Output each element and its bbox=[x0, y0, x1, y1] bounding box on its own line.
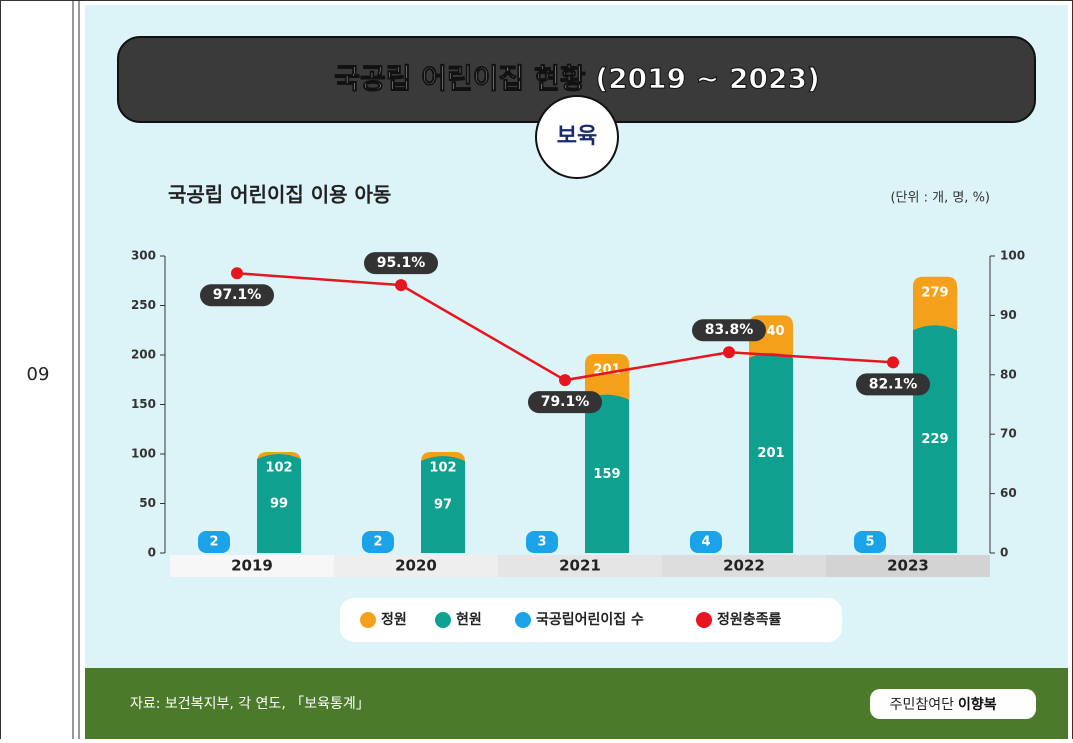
x-tick-label: 2019 bbox=[231, 557, 273, 575]
category-strip bbox=[170, 555, 334, 577]
count-badge bbox=[690, 531, 722, 553]
legend-label: 정원 bbox=[381, 611, 407, 628]
y-tick-label: 50 bbox=[139, 496, 156, 510]
rate-label-bg bbox=[856, 373, 930, 396]
value-label: 3 bbox=[537, 535, 546, 550]
y2-tick-label: 80 bbox=[1000, 367, 1017, 381]
value-label: 102 bbox=[429, 461, 456, 476]
rate-label: 83.8% bbox=[705, 322, 754, 338]
value-label: 99 bbox=[270, 496, 288, 511]
count-badge bbox=[526, 531, 558, 553]
line-point bbox=[395, 279, 407, 292]
line-point bbox=[559, 374, 571, 387]
rate-label-bg bbox=[364, 252, 438, 275]
subtitle: 국공립 어린이집 이용 아동 bbox=[168, 183, 391, 207]
count-badge bbox=[198, 531, 230, 553]
value-label: 2 bbox=[209, 535, 218, 550]
legend-swatch bbox=[696, 612, 712, 628]
y2-tick-label: 70 bbox=[1000, 427, 1017, 441]
rate-label: 97.1% bbox=[213, 287, 262, 303]
row-number: 09 bbox=[27, 364, 50, 385]
value-label: 159 bbox=[593, 467, 620, 482]
x-tick-label: 2021 bbox=[559, 557, 601, 575]
y2-tick-label: 90 bbox=[1000, 308, 1017, 322]
credit-name: 이향복 bbox=[958, 696, 997, 713]
count-badge bbox=[854, 531, 886, 553]
y-tick-label: 0 bbox=[148, 546, 156, 560]
chart-title: 국공립 어린이집 현황 (2019 ~ 2023) bbox=[334, 62, 820, 95]
rate-label: 95.1% bbox=[377, 255, 426, 271]
legend-swatch bbox=[515, 612, 531, 628]
rate-label-bg bbox=[528, 391, 602, 414]
category-strip bbox=[334, 555, 498, 577]
y-tick-label: 250 bbox=[131, 298, 156, 312]
y-tick-label: 100 bbox=[131, 447, 156, 461]
badge bbox=[535, 95, 619, 179]
badge-text: 보육 bbox=[557, 124, 597, 149]
rate-label: 82.1% bbox=[869, 376, 918, 392]
bar bbox=[749, 353, 793, 553]
x-tick-label: 2022 bbox=[723, 557, 765, 575]
rate-label-bg bbox=[200, 284, 274, 307]
value-label: 5 bbox=[865, 535, 874, 550]
x-tick-label: 2023 bbox=[887, 557, 929, 575]
x-tick-label: 2020 bbox=[395, 557, 437, 575]
rate-label: 79.1% bbox=[541, 394, 590, 410]
value-label: 97 bbox=[434, 497, 452, 512]
line-point bbox=[887, 356, 899, 369]
credit-box bbox=[870, 689, 1036, 719]
legend-label: 국공립어린이집 수 bbox=[536, 611, 644, 628]
credit: 주민참여단 bbox=[890, 697, 955, 713]
legend-swatch bbox=[435, 612, 451, 628]
value-label: 201 bbox=[757, 446, 784, 461]
count-badge bbox=[362, 531, 394, 553]
legend-label: 현원 bbox=[456, 612, 482, 628]
y-tick-label: 200 bbox=[131, 348, 156, 362]
value-label: 279 bbox=[921, 285, 948, 300]
rate-label-bg bbox=[692, 319, 766, 342]
bar bbox=[421, 455, 465, 553]
category-strip bbox=[826, 555, 990, 577]
y2-tick-label: 100 bbox=[1000, 249, 1025, 263]
y-tick-label: 300 bbox=[131, 249, 156, 263]
line-point bbox=[231, 267, 243, 280]
value-label: 102 bbox=[265, 461, 292, 476]
value-label: 229 bbox=[921, 432, 948, 447]
source: 자료: 보건복지부, 각 연도, 「보육통계」 bbox=[130, 696, 370, 712]
legend-swatch bbox=[360, 612, 376, 628]
y2-tick-label: 60 bbox=[1000, 486, 1017, 500]
y-tick-label: 150 bbox=[131, 397, 156, 411]
y2-tick-label: 0 bbox=[1000, 546, 1008, 560]
category-strip bbox=[498, 555, 662, 577]
bar bbox=[257, 453, 301, 553]
category-strip bbox=[662, 555, 826, 577]
legend-box bbox=[340, 598, 842, 642]
legend-label: 정원충족률 bbox=[717, 611, 782, 628]
unit: (단위 : 개, 명, %) bbox=[890, 191, 990, 206]
line-point bbox=[723, 346, 735, 359]
value-label: 4 bbox=[701, 535, 710, 550]
bar bbox=[585, 394, 629, 553]
value-label: 2 bbox=[373, 535, 382, 550]
